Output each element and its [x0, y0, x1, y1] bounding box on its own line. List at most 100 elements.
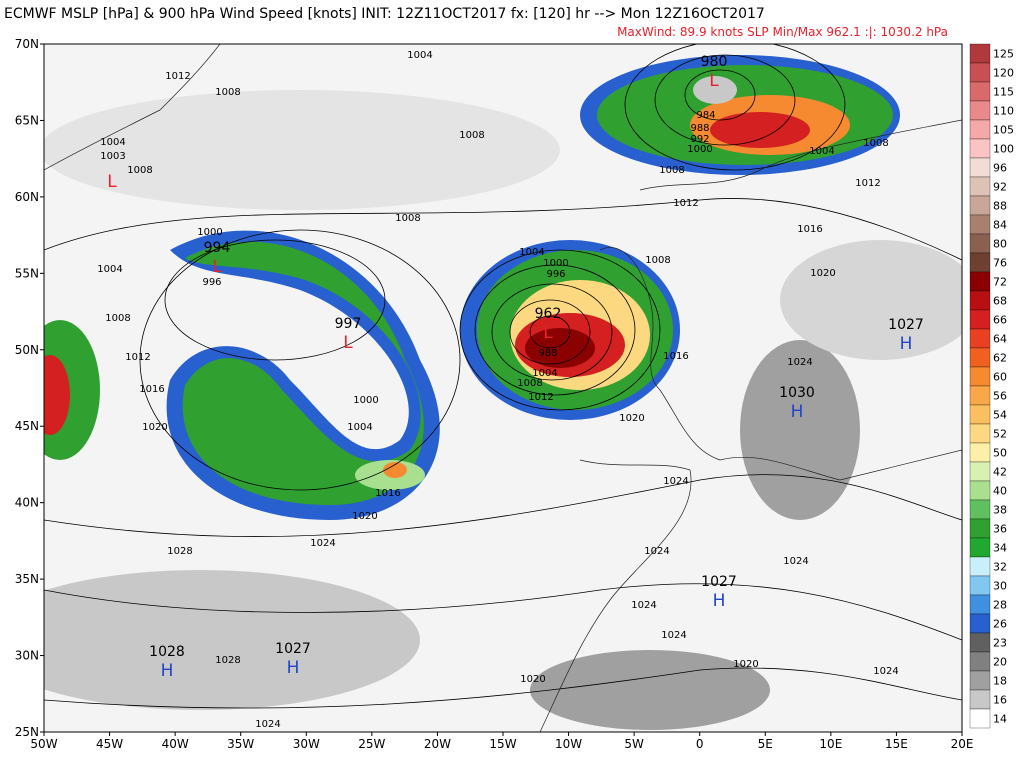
wind-band: [44, 355, 70, 435]
lat-label: 40N: [15, 496, 39, 510]
isobar-label: 1000: [197, 227, 222, 238]
isobar-label: 1020: [352, 511, 377, 522]
isobar-label: 1024: [631, 600, 656, 611]
colorbar-label: 125: [993, 48, 1014, 61]
isobar-label: 1008: [215, 87, 240, 98]
colorbar-cell: [969, 556, 991, 577]
lat-label: 70N: [15, 37, 39, 51]
colorbar-cell: [969, 461, 991, 482]
colorbar-cell: [969, 613, 991, 634]
colorbar-cell: [969, 347, 991, 368]
colorbar-cell: [969, 423, 991, 444]
lon-label: 5W: [624, 737, 644, 751]
colorbar-label: 120: [993, 67, 1014, 80]
colorbar-cell: [969, 100, 991, 121]
isobar-label: 1016: [375, 488, 400, 499]
lon-label: 5E: [758, 737, 773, 751]
colorbar-label: 36: [993, 523, 1007, 536]
isobar-label: 1008: [645, 255, 670, 266]
isobar-label: 1024: [783, 556, 808, 567]
lat-label: 55N: [15, 266, 39, 280]
center-value: 1027: [701, 574, 737, 590]
colorbar-cell: [969, 119, 991, 140]
isobar-label: 1020: [733, 659, 758, 670]
isobar-label: 1020: [142, 422, 167, 433]
isobar-label: 1008: [459, 130, 484, 141]
lon-label: 20W: [424, 737, 451, 751]
colorbar-cell: [969, 328, 991, 349]
center-letter: L: [212, 257, 222, 277]
center-letter: H: [161, 661, 174, 681]
lat-label: 50N: [15, 343, 39, 357]
colorbar-label: 54: [993, 409, 1007, 422]
colorbar-label: 52: [993, 428, 1007, 441]
colorbar-label: 66: [993, 314, 1007, 327]
colorbar-label: 110: [993, 105, 1014, 118]
shade: [44, 570, 420, 710]
colorbar-label: 38: [993, 504, 1007, 517]
isobar-label: 1020: [619, 413, 644, 424]
colorbar-cell: [969, 233, 991, 254]
isobar-label: 1012: [528, 392, 553, 403]
colorbar-label: 92: [993, 181, 1007, 194]
colorbar-label: 28: [993, 599, 1007, 612]
lat-label: 30N: [15, 649, 39, 663]
colorbar-label: 68: [993, 295, 1007, 308]
colorbar-label: 84: [993, 219, 1007, 232]
isobar-label: 1003: [100, 151, 125, 162]
lon-label: 45W: [96, 737, 123, 751]
lon-label: 35W: [227, 737, 254, 751]
center-value: 980: [701, 54, 728, 70]
lon-label: 25W: [358, 737, 385, 751]
isobar-label: 1016: [139, 384, 164, 395]
wind-band: [182, 241, 424, 505]
colorbar-label: 23: [993, 637, 1007, 650]
shade: [530, 650, 770, 730]
center-letter: H: [713, 591, 726, 611]
isobar-label: 1028: [215, 655, 240, 666]
colorbar-label: 30: [993, 580, 1007, 593]
isobar-label: 1012: [165, 71, 190, 82]
colorbar-cell: [969, 138, 991, 159]
isobar-label: 1000: [543, 258, 568, 269]
isobar-label: 1012: [855, 178, 880, 189]
center-value: 997: [335, 316, 362, 332]
isobar-label: 1024: [663, 476, 688, 487]
lon-label: 0: [696, 737, 704, 751]
lat-label: 60N: [15, 190, 39, 204]
isobar-label: 1004: [407, 50, 432, 61]
colorbar-label: 62: [993, 352, 1007, 365]
colorbar-cell: [969, 518, 991, 539]
lat-label: 25N: [15, 725, 39, 739]
colorbar-cell: [969, 480, 991, 501]
colorbar-cell: [969, 81, 991, 102]
colorbar-label: 60: [993, 371, 1007, 384]
wind-band: [383, 462, 407, 478]
isobar-label: 1000: [353, 395, 378, 406]
isobar-label: 1016: [663, 351, 688, 362]
center-letter: L: [709, 71, 719, 91]
colorbar-cell: [969, 366, 991, 387]
center-value: 962: [535, 306, 562, 322]
shade: [780, 240, 962, 360]
colorbar-cell: [969, 708, 991, 729]
subtitle: MaxWind: 89.9 knots SLP Min/Max 962.1 :|…: [617, 25, 948, 39]
colorbar-label: 88: [993, 200, 1007, 213]
isobar-label: 1020: [810, 268, 835, 279]
isobar-label: 984: [696, 110, 715, 121]
isobar-label: 1024: [661, 630, 686, 641]
colorbar-label: 115: [993, 86, 1014, 99]
colorbar-cell: [969, 271, 991, 292]
colorbar-cell: [969, 442, 991, 463]
isobar-label: 1008: [395, 213, 420, 224]
colorbar-label: 105: [993, 124, 1014, 137]
isobar-label: 1024: [255, 719, 280, 730]
center-value: 1028: [149, 644, 185, 660]
colorbar-label: 16: [993, 694, 1007, 707]
isobar-label: 1004: [97, 264, 122, 275]
isobar-label: 1024: [787, 357, 812, 368]
isobar-label: 1004: [347, 422, 372, 433]
colorbar-cell: [969, 309, 991, 330]
lon-label: 40W: [162, 737, 189, 751]
colorbar-label: 64: [993, 333, 1007, 346]
